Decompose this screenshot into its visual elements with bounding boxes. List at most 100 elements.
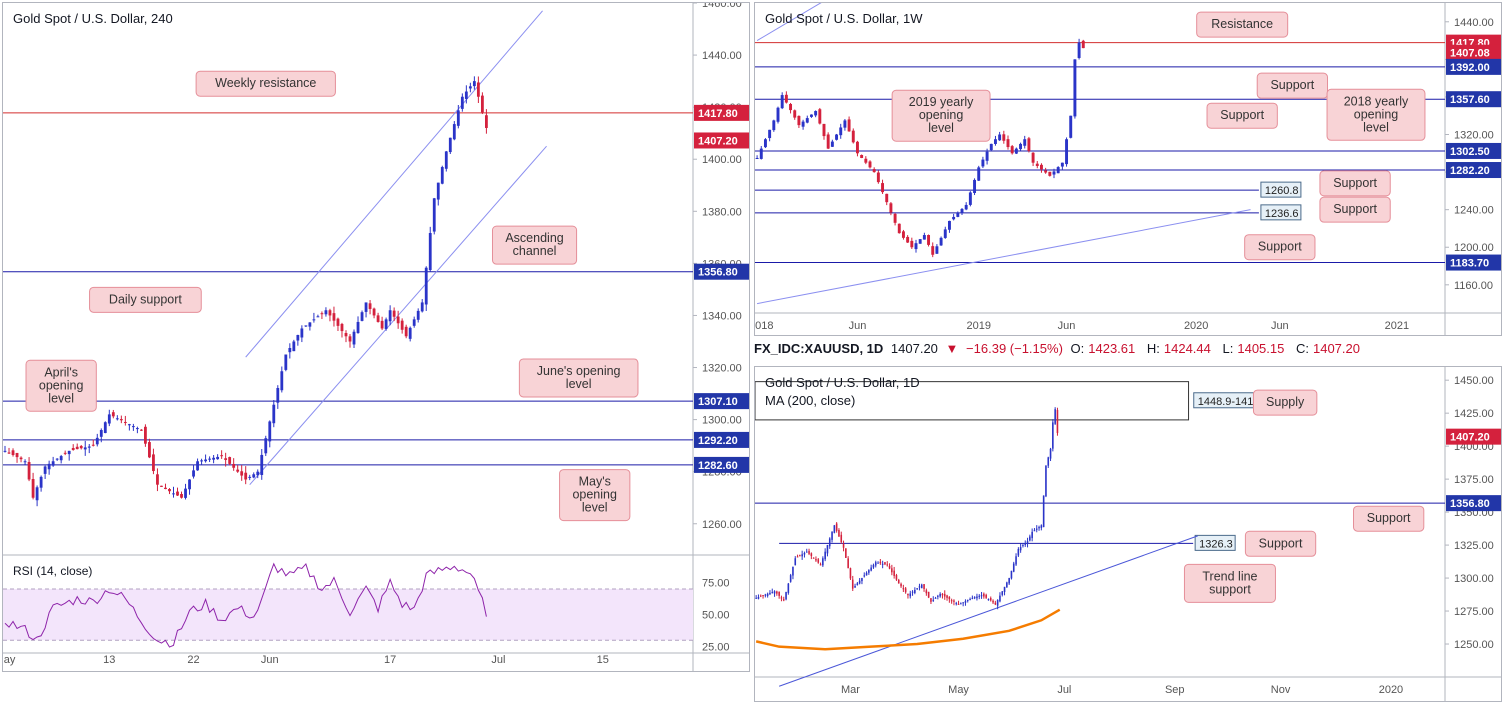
y-tick-label: 1325.00 bbox=[1454, 540, 1494, 552]
x-tick-label: 2019 bbox=[966, 320, 990, 332]
candle-body bbox=[868, 161, 872, 168]
d1-chart-pane[interactable]: 1250.00 1275.00 1300.00 1325.00 1350.00 1375.… bbox=[754, 366, 1502, 702]
symbol-label[interactable]: FX_IDC:XAUUSD, 1D bbox=[754, 341, 884, 356]
w1-chart[interactable]: 1160.001200.001240.001280.001320.001360.… bbox=[749, 0, 1501, 335]
candle-body bbox=[952, 216, 956, 220]
chart-title: Gold Spot / U.S. Dollar, 240 bbox=[13, 11, 173, 26]
level-label: 1357.60 bbox=[1450, 94, 1490, 106]
candle-body bbox=[75, 446, 79, 450]
h4-chart-pane[interactable]: 1260.001280.001300.001320.001340.001360.… bbox=[0, 0, 750, 672]
callout-label: 2019 yearly bbox=[909, 95, 974, 109]
candle-body bbox=[985, 594, 987, 598]
candle-body bbox=[907, 594, 909, 596]
y-tick-label: 1440.00 bbox=[1454, 17, 1494, 29]
candle-body bbox=[468, 86, 472, 89]
callout-label: Resistance bbox=[1211, 17, 1273, 31]
candle-body bbox=[934, 597, 937, 599]
candle-body bbox=[148, 442, 151, 458]
d1-chart[interactable]: 1250.001275.001300.001325.001350.001375.… bbox=[754, 367, 1501, 701]
candle-body bbox=[111, 412, 115, 417]
candle-body bbox=[272, 404, 276, 424]
candle-body bbox=[216, 456, 220, 460]
candle-body bbox=[1040, 525, 1043, 528]
candle-body bbox=[1023, 139, 1027, 146]
candle-body bbox=[1035, 163, 1039, 166]
candle-body bbox=[799, 555, 801, 557]
y-tick-label: 1250.00 bbox=[1454, 639, 1494, 651]
candle-body bbox=[877, 562, 879, 564]
candle-body bbox=[428, 233, 432, 271]
candle-body bbox=[759, 595, 762, 597]
candle-body bbox=[444, 151, 448, 169]
level-tag-box bbox=[1260, 181, 1302, 198]
w1-chart-pane[interactable]: 1160.001200.001240.001280.001320.001360.… bbox=[749, 0, 1502, 336]
price-change: −16.39 (−1.15%) bbox=[966, 341, 1063, 356]
x-tick-label: 2020 bbox=[1379, 684, 1403, 696]
x-tick-label: Jun bbox=[1058, 320, 1076, 332]
candle-body bbox=[916, 588, 918, 590]
y-tick-label: 1240.00 bbox=[1454, 205, 1494, 217]
candle-body bbox=[404, 326, 408, 337]
y-tick-label: 1275.00 bbox=[1454, 606, 1494, 618]
candle-body bbox=[793, 110, 797, 118]
candle-body bbox=[484, 115, 488, 128]
candle-body bbox=[835, 134, 839, 140]
rsi-line bbox=[4, 562, 487, 648]
candle-body bbox=[935, 246, 939, 254]
candle-body bbox=[824, 551, 826, 560]
candle-body bbox=[480, 95, 484, 113]
candle-body bbox=[184, 488, 187, 498]
callout-box bbox=[1319, 196, 1391, 223]
candle-body bbox=[424, 267, 428, 305]
callout-label: level bbox=[582, 501, 608, 515]
candle-body bbox=[91, 444, 95, 446]
candle-body bbox=[895, 575, 898, 580]
candle-body bbox=[860, 154, 864, 158]
chart-title: Gold Spot / U.S. Dollar, 1D bbox=[765, 375, 920, 390]
candle-body bbox=[312, 319, 316, 321]
candle-body bbox=[1056, 167, 1060, 174]
y-tick-label: 1460.00 bbox=[702, 3, 742, 10]
level-label: 1307.10 bbox=[698, 396, 738, 408]
level-tag: 1236.6 bbox=[1265, 208, 1299, 220]
close-value: 1407.20 bbox=[1312, 341, 1360, 356]
ma-legend: MA (200, close) bbox=[765, 393, 855, 408]
channel-line bbox=[756, 0, 827, 42]
level-label-box bbox=[1446, 254, 1501, 271]
candle-body bbox=[180, 493, 183, 498]
candle-body bbox=[304, 325, 308, 327]
candle-body bbox=[847, 119, 851, 132]
candle-body bbox=[826, 134, 830, 149]
candle-body bbox=[962, 602, 964, 604]
candle-body bbox=[985, 151, 989, 161]
candle-body bbox=[236, 469, 240, 472]
candle-body bbox=[809, 114, 813, 117]
candle-body bbox=[914, 589, 916, 593]
price-label: 1407.20 bbox=[1450, 432, 1490, 444]
candle-body bbox=[947, 220, 951, 230]
candle-body bbox=[845, 548, 847, 558]
candle-body bbox=[135, 428, 139, 430]
level-label-box bbox=[1446, 91, 1501, 108]
h4-chart[interactable]: 1260.001280.001300.001320.001340.001360.… bbox=[0, 0, 749, 671]
candle-body bbox=[432, 198, 436, 232]
callout-label: Weekly resistance bbox=[215, 76, 316, 90]
candle-body bbox=[785, 592, 787, 600]
candle-body bbox=[320, 313, 324, 315]
candle-body bbox=[1010, 146, 1014, 154]
candle-body bbox=[778, 591, 780, 596]
candle-body bbox=[328, 310, 332, 316]
candle-body bbox=[292, 341, 296, 352]
candle-body bbox=[851, 579, 854, 589]
callout-box bbox=[1206, 102, 1278, 129]
candle-body bbox=[67, 450, 71, 455]
candle-body bbox=[1049, 448, 1052, 459]
candle-body bbox=[1052, 422, 1054, 449]
candle-body bbox=[204, 459, 207, 462]
x-tick-label: Jun bbox=[261, 654, 279, 666]
x-tick-label: Jul bbox=[491, 654, 505, 666]
candle-body bbox=[927, 591, 930, 598]
trend-line bbox=[778, 535, 1198, 687]
candle-body bbox=[264, 438, 268, 454]
candle-body bbox=[980, 595, 983, 597]
